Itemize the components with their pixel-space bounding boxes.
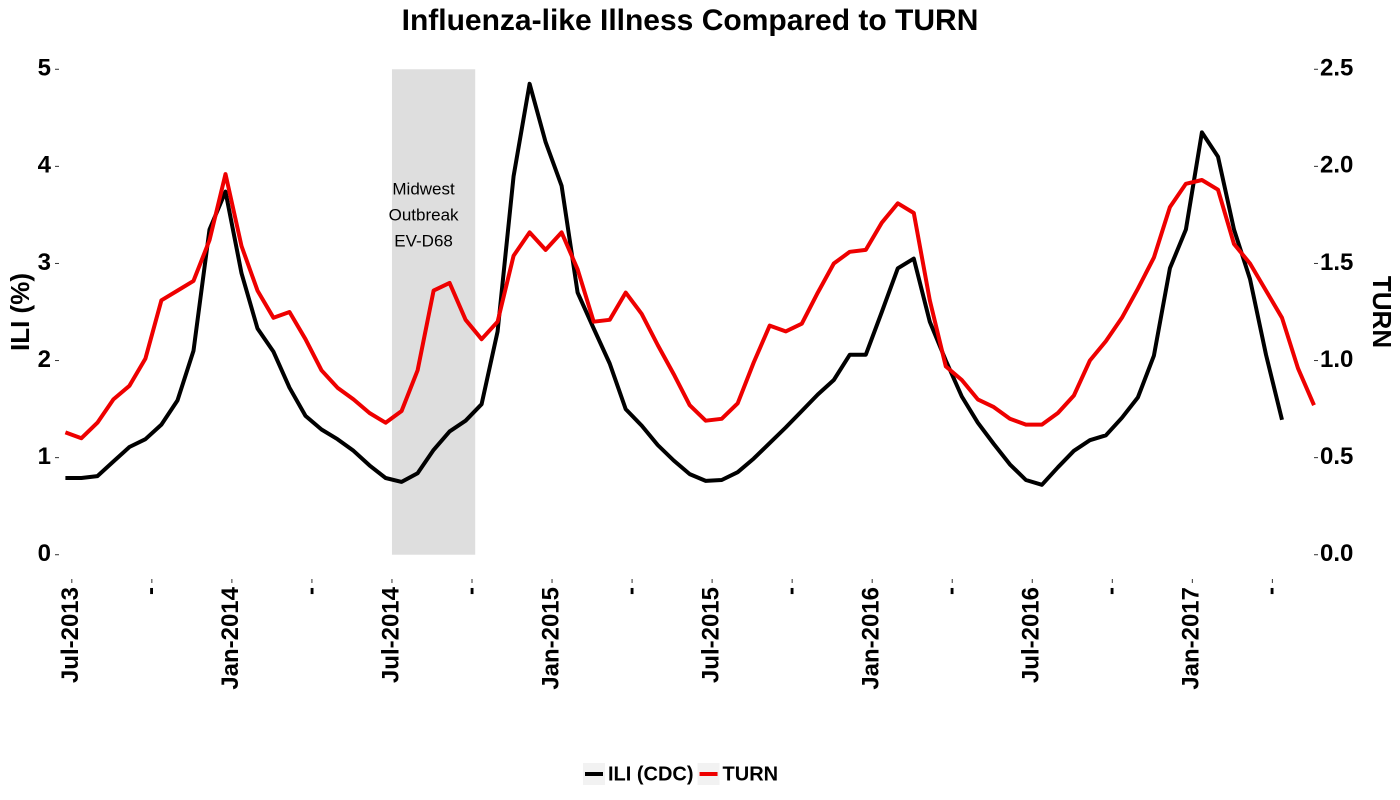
series-line (64, 172, 1316, 441)
x-tick-label: Jul-2014 (377, 586, 404, 683)
x-tick-label: Jul-2015 (697, 587, 724, 683)
y2-tick-label: 2.0 (1320, 152, 1353, 179)
legend-item: ILI (CDC) (583, 763, 694, 785)
y-tick-label: 1 (38, 443, 51, 470)
x-tick-label: - (617, 587, 644, 595)
annotation: EV-D68 (394, 231, 453, 250)
y2-tick-label: 1.0 (1320, 346, 1353, 373)
annotation: Midwest (392, 179, 455, 198)
legend-label: TURN (723, 763, 779, 785)
x-tick-label: - (457, 587, 484, 595)
x-tick-label: - (1098, 587, 1125, 595)
y-tick-label: 5 (38, 55, 51, 82)
x-tick-label: Jan-2014 (217, 586, 244, 689)
x-tick-label: Jul-2016 (1018, 587, 1045, 683)
y2-tick-label: 0.0 (1320, 540, 1353, 567)
y2-axis-label: TURN (1367, 276, 1397, 348)
y-tick-label: 0 (38, 540, 51, 567)
x-tick-label: Jul-2013 (57, 587, 84, 683)
y2-tick-label: 0.5 (1320, 443, 1353, 470)
x-tick-label: - (777, 587, 804, 595)
x-tick-label: Jan-2017 (1178, 587, 1205, 690)
y-tick-label: 2 (38, 346, 51, 373)
y-tick-label: 4 (38, 152, 52, 179)
x-tick-label: - (297, 587, 324, 595)
legend-item: TURN (697, 763, 779, 785)
x-tick-label: Jan-2015 (537, 587, 564, 690)
x-tick-label: - (1258, 587, 1285, 595)
y-tick-label: 3 (38, 249, 51, 276)
legend-label: ILI (CDC) (608, 763, 694, 785)
chart-title: Influenza-like Illness Compared to TURN (402, 4, 979, 37)
y2-tick-label: 2.5 (1320, 55, 1353, 82)
x-tick-label: - (137, 587, 164, 595)
annotation: Outbreak (389, 205, 459, 224)
x-tick-label: - (938, 587, 965, 595)
series-line (65, 81, 1284, 487)
y2-tick-label: 1.5 (1320, 249, 1353, 276)
y-axis-label: ILI (%) (5, 273, 35, 351)
x-tick-label: Jan-2016 (858, 587, 885, 690)
